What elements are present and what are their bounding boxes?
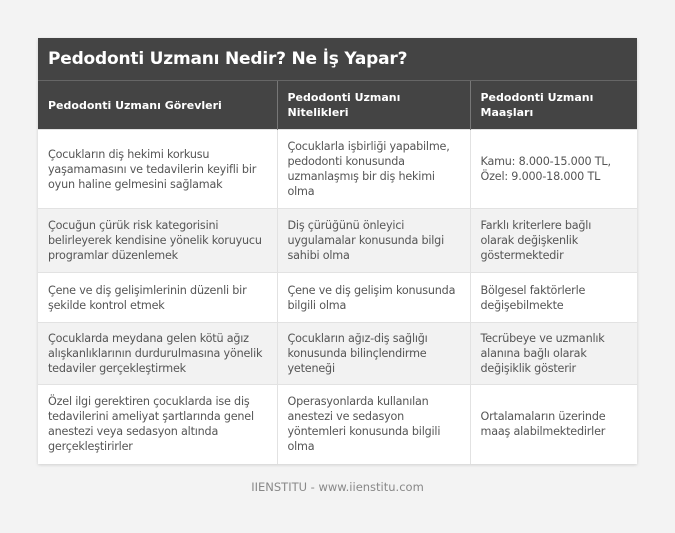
table-cell: Çocukların ağız-diş sağlığı konusunda bi… [277, 322, 471, 385]
table-row: Özel ilgi gerektiren çocuklarda ise diş … [38, 384, 637, 464]
footer-credit: IIENSTITU - www.iienstitu.com [251, 480, 424, 494]
table-title: Pedodonti Uzmanı Nedir? Ne İş Yapar? [38, 38, 637, 81]
table-cell: Özel ilgi gerektiren çocuklarda ise diş … [38, 384, 278, 464]
table-cell: Operasyonlarda kullanılan anestezi ve se… [277, 384, 471, 464]
table-cell: Ortalamaların üzerinde maaş alabilmekted… [470, 384, 637, 464]
table-cell: Bölgesel faktörlerle değişebilmekte [470, 272, 637, 323]
header-duties: Pedodonti Uzmanı Görevleri [38, 81, 278, 130]
header-salaries: Pedodonti Uzmanı Maaşları [470, 81, 637, 130]
table-row: Çocukların diş hekimi korkusu yaşamaması… [38, 129, 637, 209]
header-row: Pedodonti Uzmanı Görevleri Pedodonti Uzm… [38, 81, 637, 130]
header-qualifications: Pedodonti Uzmanı Nitelikleri [277, 81, 471, 130]
table-row: Çocuğun çürük risk kategorisini belirley… [38, 208, 637, 273]
table-cell: Çocuklarla işbirliği yapabilme, pedodont… [277, 129, 471, 209]
table-row: Çene ve diş gelişimlerinin düzenli bir ş… [38, 272, 637, 323]
table-cell: Tecrübeye ve uzmanlık alanına bağlı olar… [470, 322, 637, 385]
table-cell: Çocuğun çürük risk kategorisini belirley… [38, 208, 278, 273]
table-cell: Çocuklarda meydana gelen kötü ağız alışk… [38, 322, 278, 385]
table-cell: Çene ve diş gelişimlerinin düzenli bir ş… [38, 272, 278, 323]
table-row: Çocuklarda meydana gelen kötü ağız alışk… [38, 322, 637, 385]
info-table-card: Pedodonti Uzmanı Nedir? Ne İş Yapar? Ped… [38, 38, 637, 464]
table-cell: Çene ve diş gelişim konusunda bilgili ol… [277, 272, 471, 323]
info-table: Pedodonti Uzmanı Görevleri Pedodonti Uzm… [38, 81, 637, 464]
table-cell: Kamu: 8.000-15.000 TL, Özel: 9.000-18.00… [470, 129, 637, 209]
table-cell: Diş çürüğünü önleyici uygulamalar konusu… [277, 208, 471, 273]
table-cell: Çocukların diş hekimi korkusu yaşamaması… [38, 129, 278, 209]
table-cell: Farklı kriterlere bağlı olarak değişkenl… [470, 208, 637, 273]
